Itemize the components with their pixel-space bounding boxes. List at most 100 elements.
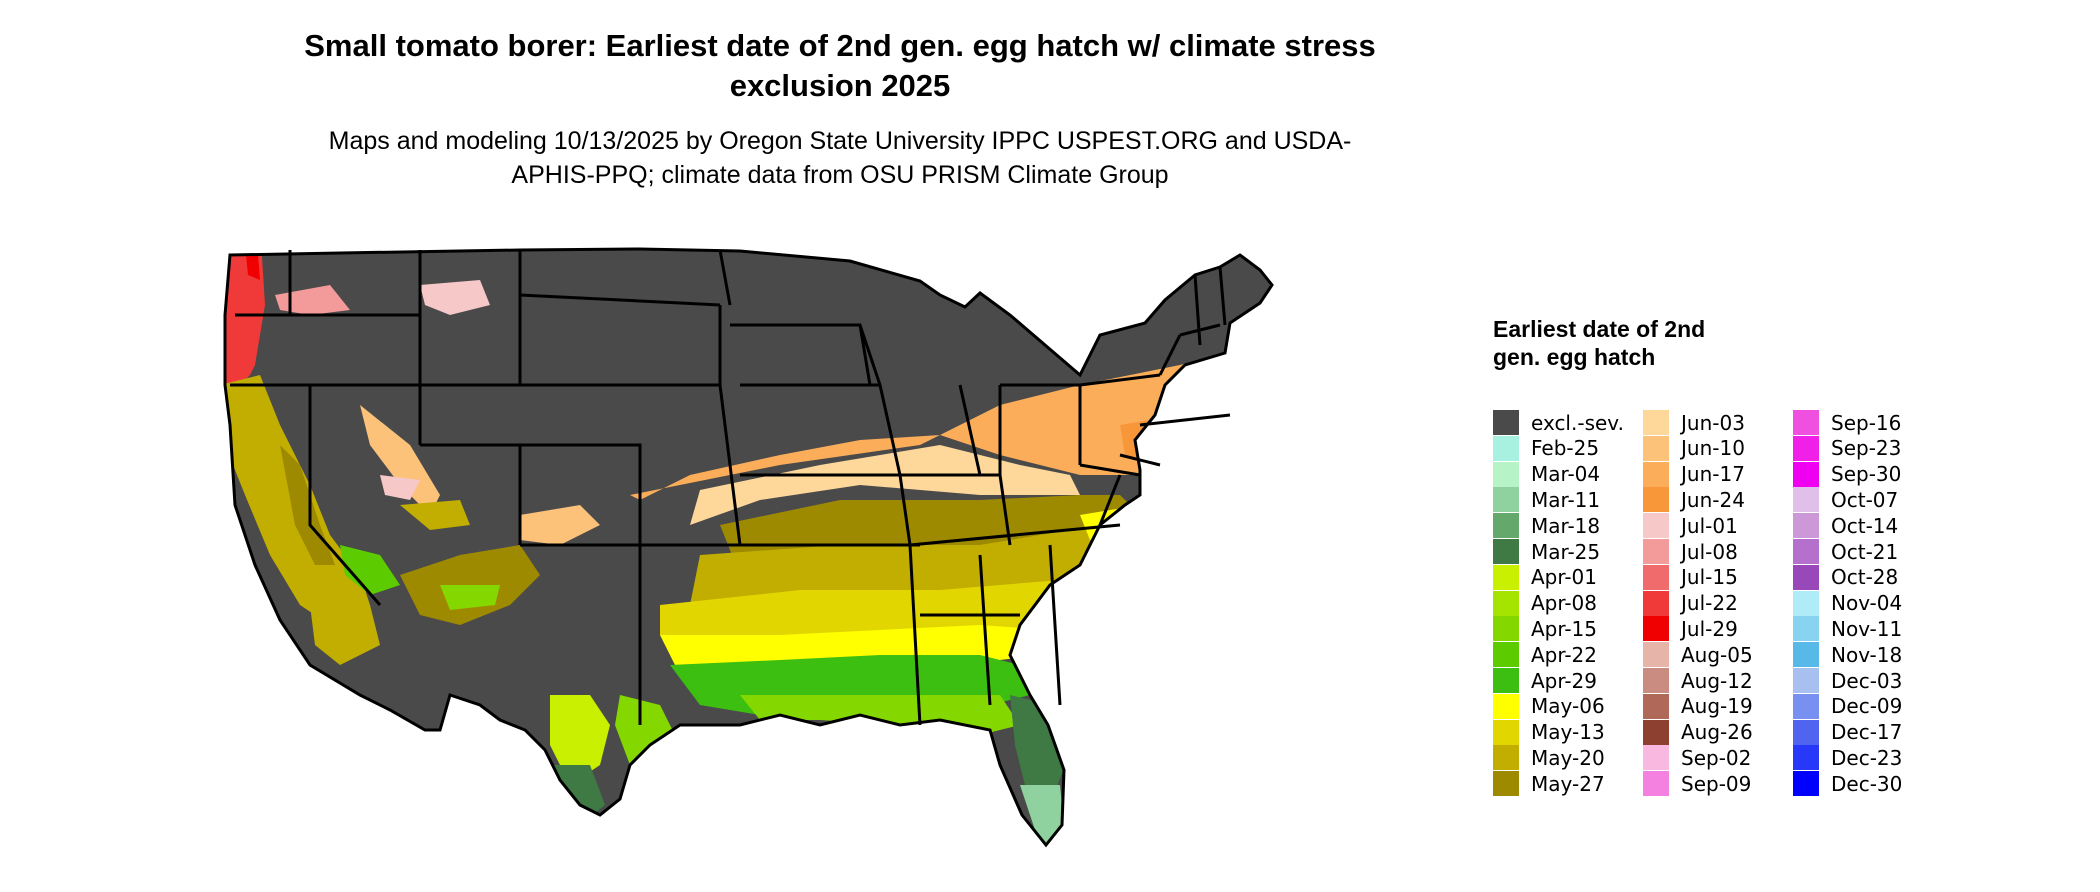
legend-item: Jun-24 [1643,487,1745,513]
legend-label: Apr-15 [1531,616,1597,641]
legend-label: Apr-29 [1531,668,1597,693]
legend-swatch [1493,590,1519,616]
legend-swatch [1493,771,1519,797]
legend-swatch [1643,693,1669,719]
legend-label: May-27 [1531,771,1605,796]
legend-label: Sep-30 [1831,462,1902,487]
map-title: Small tomato borer: Earliest date of 2nd… [304,28,1376,103]
legend-swatch [1643,642,1669,668]
legend-item: Mar-04 [1493,461,1601,487]
legend-label: May-20 [1531,745,1605,770]
legend-swatch [1793,642,1819,668]
legend-item: Aug-19 [1643,693,1753,719]
legend-label: Mar-04 [1531,462,1601,487]
legend-swatch [1643,513,1669,539]
legend-label: Nov-11 [1831,616,1903,641]
legend-label: Jul-22 [1681,591,1738,616]
legend-item: Aug-26 [1643,719,1753,745]
legend-item: Dec-09 [1793,693,1903,719]
legend-label: Dec-03 [1831,668,1903,693]
legend-label: Jul-15 [1681,565,1738,590]
legend-swatch [1643,616,1669,642]
legend-swatch [1493,513,1519,539]
legend-swatch [1643,668,1669,693]
legend-swatch [1643,564,1669,590]
legend-item: Jun-17 [1643,461,1745,487]
legend-swatch [1793,539,1819,564]
state-boundaries [223,247,1274,847]
us-phenology-map [223,247,1274,847]
legend-item: Sep-23 [1793,435,1901,461]
legend-item: Jul-15 [1643,564,1738,590]
legend-swatch [1643,461,1669,487]
legend-label: Sep-16 [1831,410,1902,435]
legend-swatch [1793,461,1819,487]
legend-item: Jul-01 [1643,513,1738,539]
legend-swatch [1793,693,1819,719]
legend-item: May-13 [1493,719,1605,745]
legend-item: Mar-18 [1493,513,1600,539]
legend-swatch [1493,616,1519,642]
legend-label: Feb-25 [1531,436,1600,461]
legend-item: Nov-04 [1793,590,1902,616]
legend-swatch [1793,745,1819,771]
legend-label: Apr-08 [1531,591,1597,616]
legend-item: Sep-09 [1643,771,1752,797]
legend-item: Dec-03 [1793,668,1902,693]
legend-item: Apr-08 [1493,590,1597,616]
legend-swatch [1643,435,1669,461]
legend-swatch [1793,719,1819,745]
legend-item: Oct-07 [1793,487,1899,513]
legend-label: Jun-17 [1681,462,1745,487]
legend-item: Apr-01 [1493,564,1597,590]
legend-label: Mar-25 [1531,539,1601,564]
legend-item: excl.-sev. [1493,410,1624,435]
legend-label: Aug-12 [1681,668,1753,693]
legend-item: Apr-22 [1493,642,1597,668]
legend-item: Jun-10 [1643,435,1745,461]
legend-item: Sep-02 [1643,745,1751,771]
legend-swatch [1793,513,1819,539]
legend-swatch [1493,719,1519,745]
legend-swatch [1493,642,1519,668]
legend-item: May-06 [1493,693,1605,719]
legend-item: Apr-15 [1493,616,1597,642]
legend-item: Nov-11 [1793,616,1903,642]
legend-label: Jul-01 [1681,513,1738,538]
legend-item: Apr-29 [1493,668,1597,693]
legend-swatch [1493,745,1519,771]
legend-label: Oct-28 [1831,565,1899,590]
legend-label: Dec-09 [1831,694,1903,719]
legend-label: Jul-29 [1681,616,1738,641]
legend-item: Aug-05 [1643,642,1753,668]
legend-swatch [1793,487,1819,513]
legend-label: Jun-10 [1681,436,1745,461]
legend-label: Dec-23 [1831,745,1903,770]
legend-label: Aug-05 [1681,642,1753,667]
legend-item: Oct-28 [1793,564,1899,590]
legend-item: Jul-08 [1643,539,1738,564]
legend-item: Nov-18 [1793,642,1902,668]
legend-swatch [1643,590,1669,616]
legend-item: Sep-16 [1793,410,1901,435]
legend-label: Oct-14 [1831,513,1899,538]
legend-label: Dec-17 [1831,720,1903,745]
legend-label: Aug-19 [1681,694,1753,719]
legend-swatch [1643,745,1669,771]
legend-swatch [1493,693,1519,719]
legend-swatch [1493,461,1519,487]
legend-swatch [1493,410,1519,435]
phenology-zones [225,249,1260,845]
legend-swatch [1643,487,1669,513]
legend-swatch [1793,410,1819,435]
legend-label: Mar-11 [1531,487,1601,512]
map-subtitle: Maps and modeling 10/13/2025 by Oregon S… [328,127,1352,189]
legend-label: Oct-07 [1831,487,1899,512]
legend-swatch [1643,719,1669,745]
legend-label: Apr-22 [1531,642,1597,667]
legend-swatch [1493,435,1519,461]
legend-item: Feb-25 [1493,435,1600,461]
legend-label: Apr-01 [1531,565,1597,590]
legend-swatch [1493,564,1519,590]
legend-label: Sep-09 [1681,771,1752,796]
